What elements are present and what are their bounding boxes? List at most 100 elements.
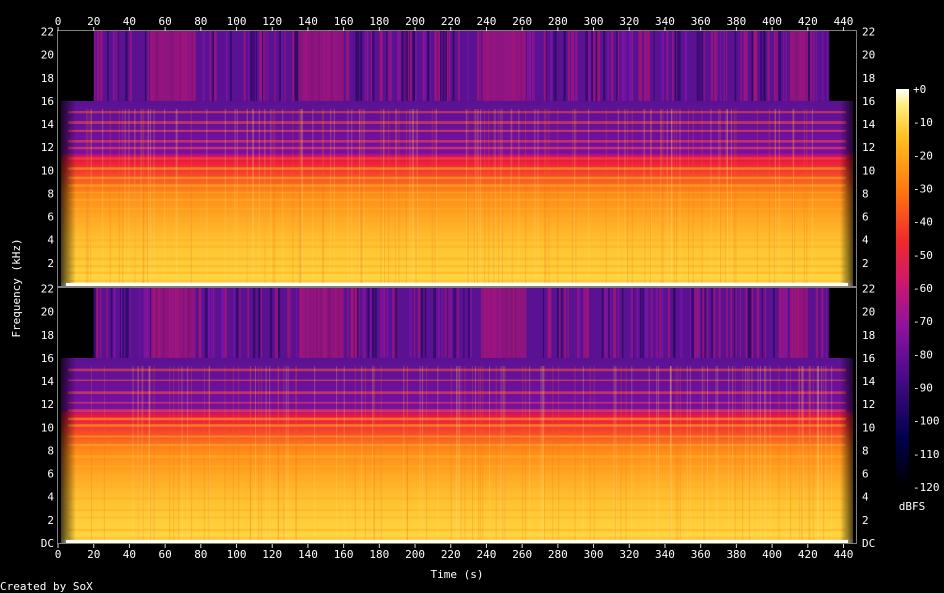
x-tick-label-bottom: 300 <box>584 548 604 561</box>
transient-line <box>416 108 418 284</box>
upper-band-stripe <box>593 31 595 101</box>
transient-line <box>660 108 662 284</box>
upper-band-stripe <box>414 31 416 101</box>
transient-line <box>658 365 660 541</box>
upper-band-stripe <box>147 31 149 101</box>
transient-line <box>252 108 254 284</box>
upper-band-stripe <box>379 31 382 101</box>
transient-line <box>295 365 297 541</box>
harmonic-stripe <box>68 280 846 282</box>
x-ticks-top: 0 20 40 60 80 100 120 140 160 180 200 220 240 260 280 3… <box>55 15 853 31</box>
transient-line <box>382 108 384 284</box>
colorbar-tick-label: -20 <box>913 149 933 162</box>
transient-line <box>122 108 124 284</box>
harmonic-stripe <box>68 497 846 501</box>
fade-out-edge <box>839 355 856 543</box>
upper-band-stripe <box>711 288 713 358</box>
transient-line <box>422 365 424 541</box>
upper-band-stripe <box>413 31 416 101</box>
harmonic-stripe <box>68 157 846 160</box>
upper-band-stripe <box>533 31 535 101</box>
upper-band-stripe <box>784 288 787 358</box>
transient-line <box>176 108 178 284</box>
harmonic-stripe <box>68 417 846 421</box>
colorbar-tick-label: -10 <box>913 116 933 129</box>
transient-line <box>343 365 345 541</box>
transient-line <box>525 108 527 284</box>
x-tick-label-top: 80 <box>194 15 207 28</box>
transient-line <box>575 108 577 284</box>
x-tick-label-top: 180 <box>369 15 389 28</box>
upper-band-stripe <box>718 288 721 358</box>
transient-line <box>264 108 266 284</box>
y-tick-label-right: 22 <box>862 26 875 39</box>
transient-line <box>792 108 794 284</box>
transient-line <box>128 108 130 284</box>
upper-band-stripe <box>707 288 709 358</box>
dc-band <box>66 540 848 543</box>
harmonic-stripe <box>68 537 846 540</box>
upper-band-stripe <box>266 31 269 101</box>
transient-line <box>409 108 411 284</box>
transient-line <box>395 108 397 284</box>
upper-band-stripe <box>749 288 752 358</box>
upper-band-stripe <box>781 288 784 358</box>
upper-band-stripe <box>782 31 784 101</box>
y-tick-label-left: 6 <box>47 468 54 481</box>
upper-band-stripe <box>667 288 670 358</box>
upper-band-stripe <box>578 288 581 358</box>
upper-band-stripe <box>347 288 349 358</box>
transient-line <box>765 365 767 541</box>
transient-line <box>90 108 92 284</box>
transient-line <box>817 365 819 541</box>
upper-band-stripe <box>567 288 569 358</box>
upper-band-stripe <box>274 31 276 101</box>
transient-line <box>511 108 513 284</box>
harmonic-stripe <box>68 465 846 468</box>
transient-line <box>435 108 437 284</box>
transient-line <box>502 365 504 541</box>
harmonic-stripe <box>68 455 846 458</box>
upper-band-stripe <box>755 31 758 101</box>
upper-band-stripe <box>438 288 440 358</box>
transient-line <box>548 108 550 284</box>
upper-band-stripe <box>415 31 417 101</box>
transient-line <box>540 365 542 541</box>
transient-line <box>261 365 263 541</box>
transient-line <box>277 365 279 541</box>
transient-line <box>181 365 183 541</box>
upper-band-stripe <box>225 288 227 358</box>
upper-band-stripe <box>96 288 98 358</box>
transient-line <box>292 108 294 284</box>
upper-band-stripe <box>662 288 664 358</box>
y-tick-label-left: 12 <box>41 398 54 411</box>
transient-line <box>473 108 475 284</box>
upper-band-stripe <box>126 288 129 358</box>
upper-band-stripe <box>658 288 660 358</box>
upper-band-stripe <box>644 288 648 358</box>
transient-line <box>148 365 150 541</box>
upper-band-stripe <box>423 31 426 101</box>
transient-line <box>203 365 205 541</box>
transient-line <box>388 108 390 284</box>
transient-line <box>190 108 192 284</box>
y-tick-label-left: 18 <box>41 72 54 85</box>
transient-line <box>806 108 808 284</box>
transient-line <box>679 365 681 541</box>
panel-border <box>57 287 857 544</box>
upper-band-stripe <box>640 288 642 358</box>
upper-band-stripe <box>390 31 393 101</box>
upper-band-stripe <box>422 31 425 101</box>
upper-band-stripe <box>650 288 653 358</box>
y-ticks-right: 2 4 6 8 10 12 14 16 18 20 22 DC 2 4 6 8 10 12 14 16 18 20 22 <box>862 26 876 550</box>
transient-line <box>358 108 360 284</box>
transient-line <box>90 365 92 541</box>
upper-band-stripe <box>413 288 416 358</box>
transient-line <box>412 108 414 284</box>
transient-line <box>269 365 271 541</box>
upper-band-stripe <box>743 31 746 101</box>
transient-line <box>208 365 210 541</box>
upper-band-stripe <box>357 288 359 358</box>
upper-band-stripe <box>395 288 398 358</box>
upper-band-stripe <box>433 288 435 358</box>
